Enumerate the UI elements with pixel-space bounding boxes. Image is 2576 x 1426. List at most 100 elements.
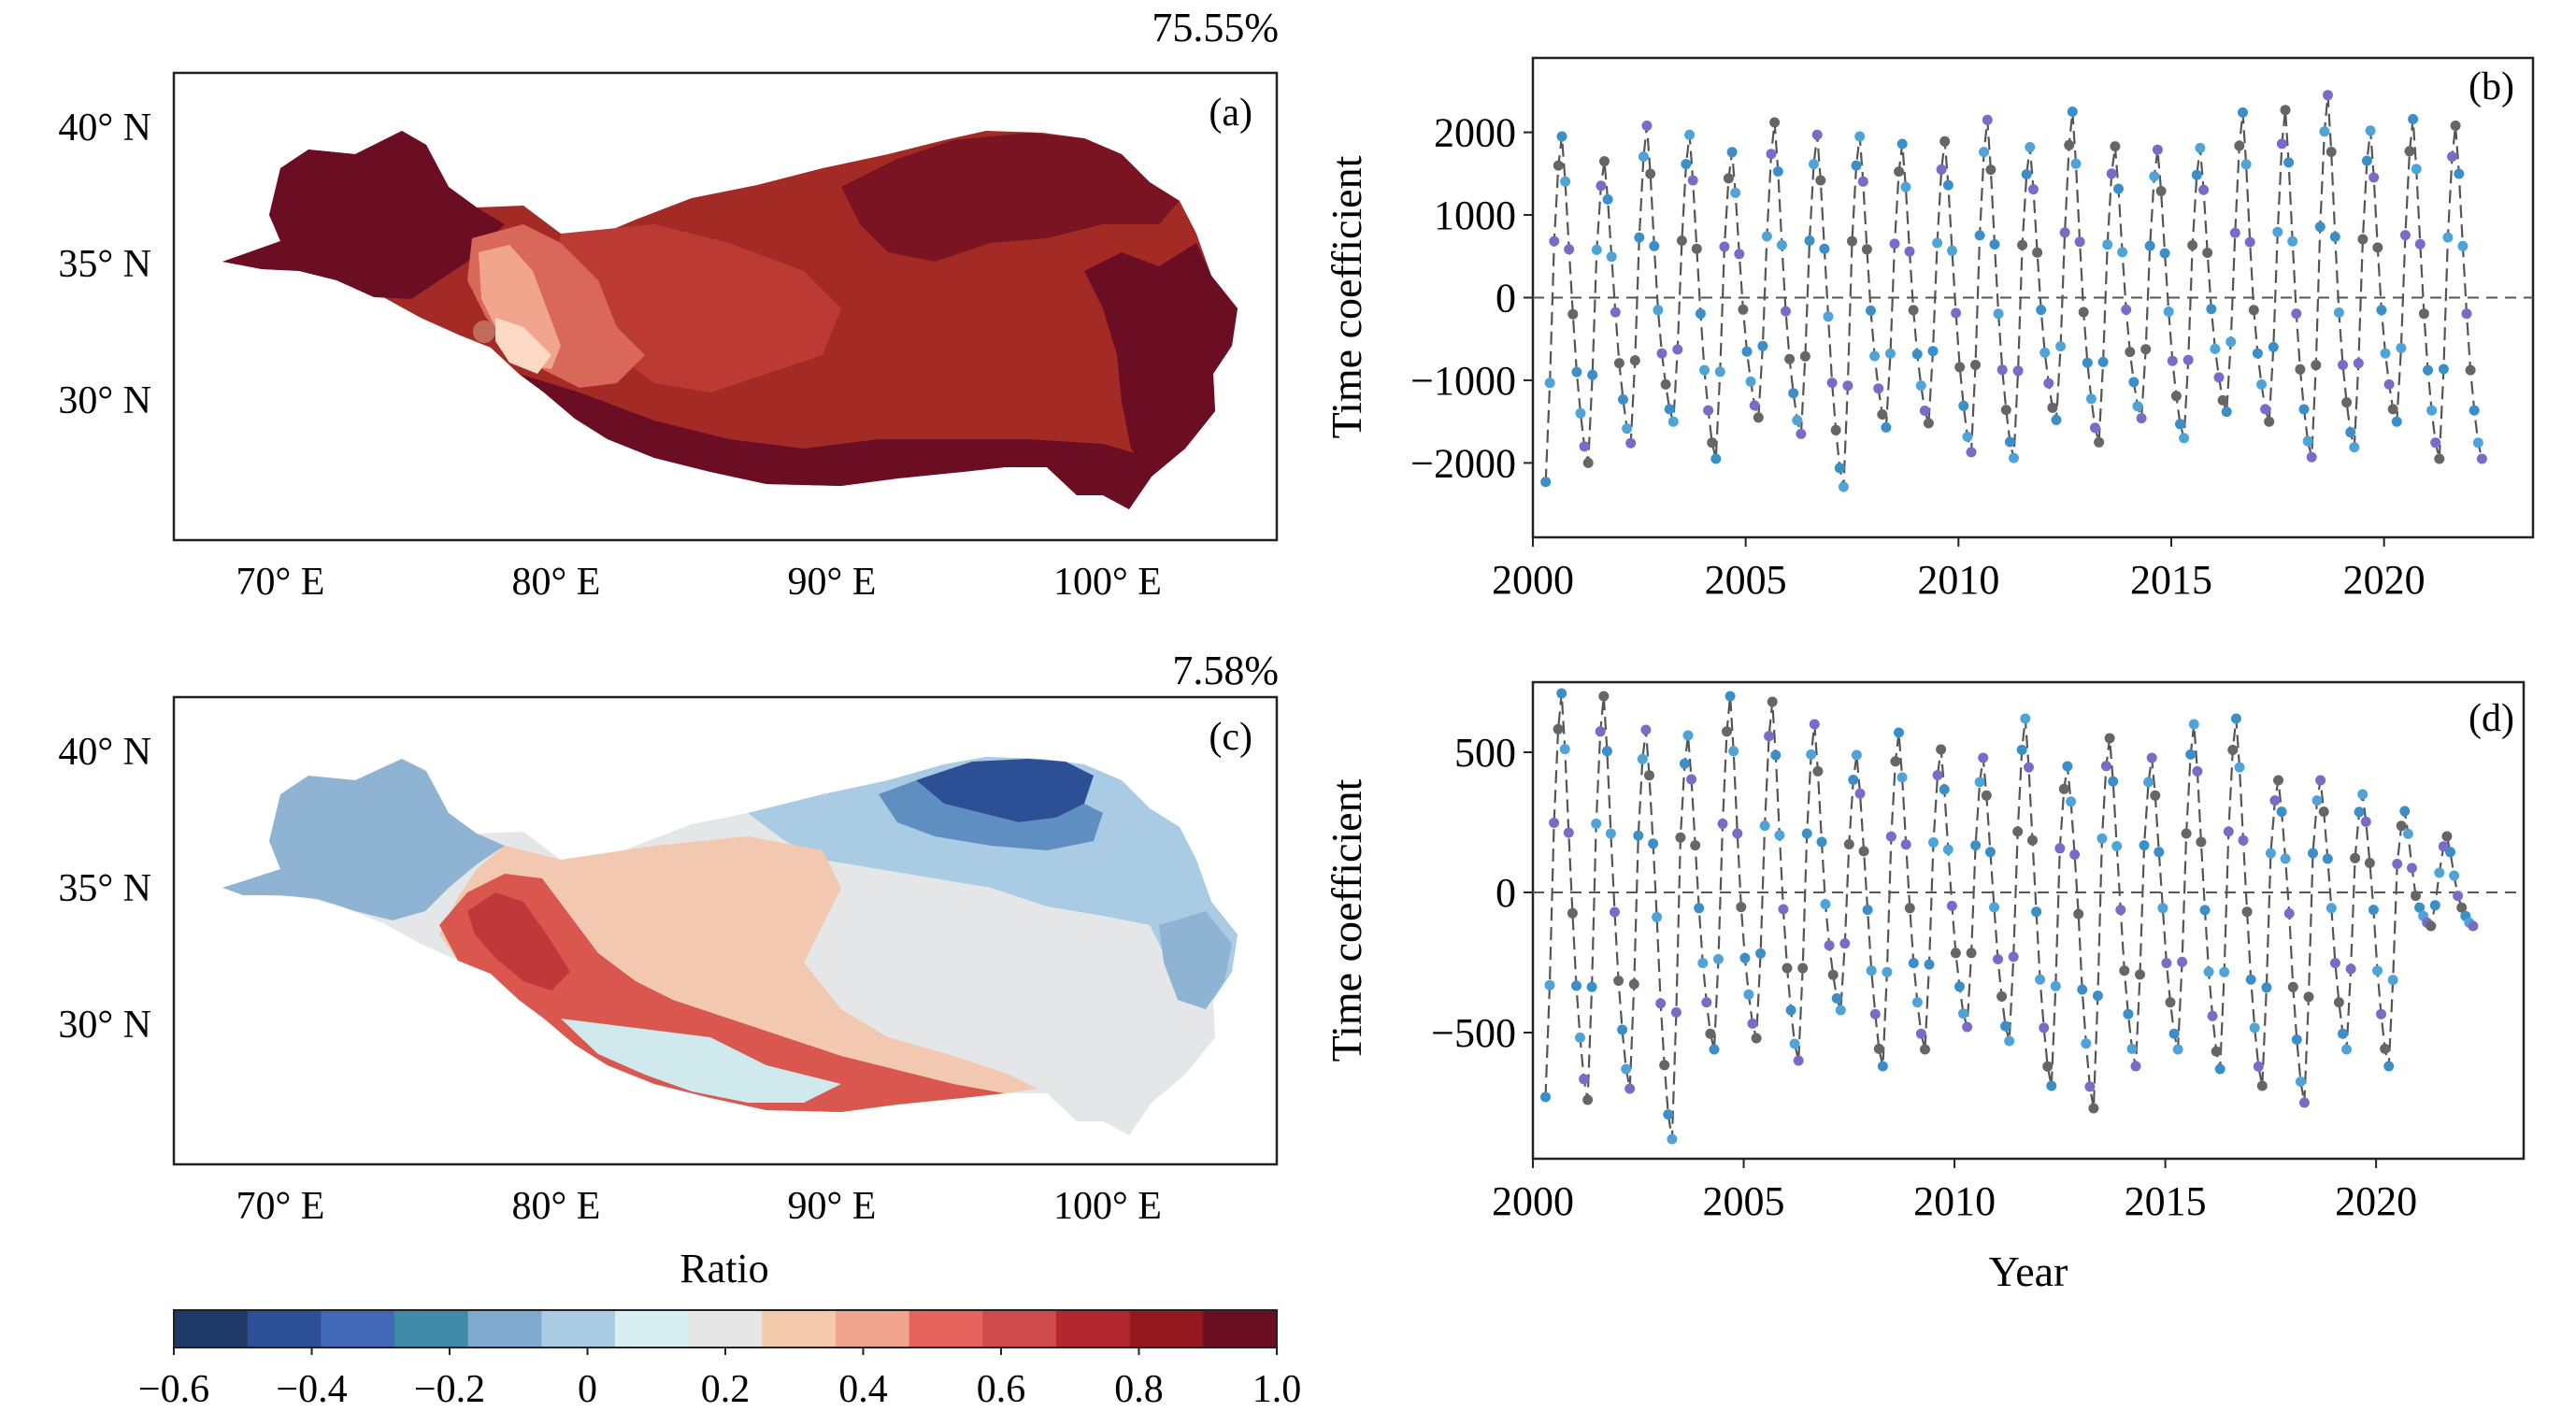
plot-b-point — [2461, 308, 2472, 320]
map-c-field — [222, 757, 1238, 1135]
colorbar-swatch — [1203, 1310, 1278, 1348]
plot-d-point — [1978, 752, 1989, 763]
plot-d-point — [2130, 1061, 2141, 1072]
plot-b-point — [2450, 121, 2461, 131]
plot-b-point — [1896, 138, 1908, 150]
colorbar-tick-label: 0.4 — [838, 1368, 888, 1411]
colorbar-swatch — [321, 1310, 395, 1348]
plot-b-point — [1687, 175, 1698, 186]
plot-d-point — [1958, 1008, 1968, 1020]
plot-d-point — [1679, 758, 1690, 769]
plot-d-point — [2315, 775, 2326, 786]
plot-d-point — [2261, 982, 2272, 993]
plot-b-point — [1618, 394, 1628, 405]
plot-d-point — [1549, 818, 1560, 828]
colorbar-swatch — [1056, 1310, 1131, 1348]
plot-d-point — [1624, 1083, 1636, 1094]
plot-d-point — [1904, 903, 1915, 914]
plot-b-point — [2128, 377, 2140, 388]
plot-d-point — [1900, 839, 1911, 850]
plot-d-point — [1621, 1063, 1632, 1075]
plot-b-point — [2059, 227, 2070, 238]
plot-d-point — [2108, 776, 2119, 787]
plot-d-point — [1655, 998, 1667, 1009]
plot-b-point — [1741, 346, 1753, 357]
plot-d-point — [2456, 902, 2468, 913]
plot-d-point — [2230, 713, 2241, 724]
plot-d-point — [2077, 984, 2088, 995]
map-c-xtick-80: 80° E — [512, 1185, 601, 1228]
plot-d-point — [1894, 727, 1904, 738]
plot-d-point — [2438, 841, 2449, 852]
plot-d-ylabel: Time coefficient — [1323, 778, 1370, 1062]
plot-d-point — [1553, 723, 1564, 734]
plot-b-point — [2102, 239, 2113, 250]
plot-d-point — [2453, 891, 2464, 902]
plot-d-point — [1890, 756, 1901, 767]
plot-d-point — [2157, 903, 2168, 914]
panel-a-label: (a) — [1209, 92, 1252, 135]
plot-b-point — [2090, 422, 2100, 434]
plot-d-point — [2181, 828, 2192, 839]
plot-d-point — [1732, 828, 1743, 839]
plot-d-point — [1605, 828, 1616, 839]
plot-d-point — [1694, 903, 1705, 914]
panel-c: 7.58% (c) 70° E 80° E 90° E 100° E 40° N… — [58, 648, 1279, 1228]
plot-b-point — [1757, 340, 1768, 351]
plot-d-point — [2227, 745, 2239, 755]
plot-d-point — [1831, 992, 1842, 1004]
plot-d-ytick-label: −500 — [1431, 1010, 1516, 1056]
plot-b-point — [1703, 405, 1714, 416]
colorbar-swatch — [1129, 1310, 1204, 1348]
plot-d-point — [2392, 859, 2403, 869]
plot-b-point — [1796, 428, 1807, 439]
plot-d-point — [2322, 853, 2333, 864]
plot-d-frame — [1531, 680, 2526, 1161]
plot-b-point — [1826, 378, 1838, 389]
plot-d-point — [2073, 908, 2084, 920]
plot-d-point — [2207, 1010, 2218, 1021]
plot-b-point — [2082, 357, 2093, 368]
plot-b-point — [2408, 114, 2419, 124]
plot-b-point — [1927, 346, 1939, 357]
plot-b-point — [2326, 147, 2337, 157]
plot-d-point — [2269, 795, 2281, 806]
plot-d-point — [1722, 726, 1732, 737]
plot-d-point — [1851, 749, 1862, 761]
plot-b-point — [2368, 172, 2380, 183]
plot-d-point — [2039, 1022, 2050, 1034]
map-a-northeast-block — [841, 133, 1180, 262]
map-a-dark-spot — [473, 321, 495, 343]
plot-d-point — [2188, 719, 2199, 730]
plot-b-point — [1761, 231, 1772, 242]
plot-b-point — [2372, 242, 2383, 253]
plot-d-point — [2150, 790, 2161, 801]
panel-b: 2000 2005 2010 2015 2020 −2000 −1000 0 10002000 … — [1323, 56, 2535, 603]
plot-b-point — [1629, 355, 1640, 366]
plot-b-point — [2447, 151, 2457, 163]
plot-b-point — [1792, 415, 1803, 426]
plot-d-point — [2434, 867, 2445, 878]
plot-b-point — [1567, 308, 1579, 320]
plot-d-point — [1939, 784, 1950, 795]
plot-d-point — [1540, 1091, 1551, 1103]
plot-d-point — [1709, 1044, 1720, 1055]
plot-d-point — [2295, 1077, 2306, 1087]
plot-d-point — [2276, 806, 2287, 818]
plot-b-point — [2067, 107, 2078, 117]
plot-b-point — [2004, 436, 2015, 448]
plot-b-point — [1596, 180, 1607, 192]
plot-d-xtick-label: 2010 — [1913, 1178, 1996, 1224]
plot-d-xtick-label: 2005 — [1703, 1178, 1785, 1224]
plot-d-point — [2265, 848, 2276, 859]
plot-b-point — [2426, 405, 2438, 416]
plot-b-point — [1889, 238, 1900, 250]
plot-d-point — [1954, 981, 1965, 992]
plot-b-point — [2064, 139, 2075, 150]
plot-d-point — [1682, 730, 1694, 741]
plot-d-point — [1966, 948, 1977, 959]
plot-b-point — [1996, 364, 2008, 376]
plot-b-point — [2202, 248, 2213, 258]
plot-d-point — [1866, 965, 1877, 977]
plot-b-point — [1749, 400, 1760, 411]
